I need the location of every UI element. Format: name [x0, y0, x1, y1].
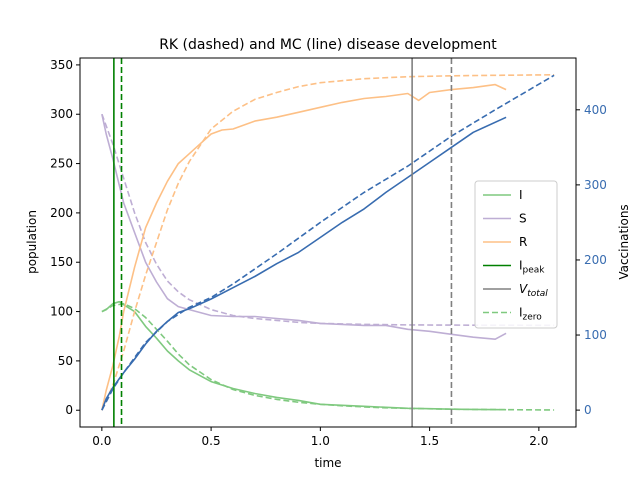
y-tick-label: 0 [65, 403, 73, 417]
y2-tick-label: 0 [584, 403, 592, 417]
y-axis-right: 0 100 200 300 400 [576, 103, 607, 417]
legend-label: I [519, 188, 523, 202]
legend-frame [474, 180, 558, 329]
x-tick-label: 1.0 [311, 434, 330, 448]
y-tick-label: 300 [50, 107, 73, 121]
y2-axis-label: Vaccinations [617, 204, 631, 279]
y-tick-label: 200 [50, 206, 73, 220]
x-tick-label: 1.5 [420, 434, 439, 448]
vline-layer [113, 58, 453, 427]
y-tick-label: 250 [50, 157, 73, 171]
legend-label: R [519, 235, 527, 249]
series-line-s-rk [101, 113, 555, 327]
series-line-r-mc [101, 83, 507, 411]
legend-label: Izero [519, 306, 542, 323]
chart-title: RK (dashed) and MC (line) disease develo… [159, 37, 497, 53]
x-tick-label: 0.0 [92, 434, 111, 448]
y2-tick-label: 200 [584, 253, 607, 267]
legend: ISR Ipeak Vtotal Izero [474, 180, 558, 329]
legend-label: Ipeak [519, 259, 545, 276]
y-axis-label: population [25, 210, 39, 274]
x-tick-label: 0.5 [202, 434, 221, 448]
series-layer [101, 74, 555, 411]
plot-frame [79, 57, 577, 428]
series-line-r-rk [101, 74, 555, 411]
series-line-v-rk [101, 74, 555, 411]
y-tick-label: 150 [50, 255, 73, 269]
y-tick-label: 50 [58, 354, 73, 368]
y2-tick-label: 300 [584, 178, 607, 192]
x-axis: 0.0 0.5 1.0 1.5 2.0 [92, 427, 548, 448]
x-tick-label: 2.0 [529, 434, 548, 448]
series-line-i-mc [101, 300, 507, 411]
legend-label: S [519, 212, 527, 226]
y2-tick-label: 400 [584, 103, 607, 117]
legend-label: Vtotal [519, 282, 548, 299]
y2-tick-label: 100 [584, 328, 607, 342]
y-axis-left: 0 50 100 150 200 250 300 350 [50, 58, 80, 417]
y-tick-label: 100 [50, 305, 73, 319]
y-tick-label: 350 [50, 58, 73, 72]
x-axis-label: time [314, 456, 341, 470]
series-line-v-mc [101, 116, 507, 411]
